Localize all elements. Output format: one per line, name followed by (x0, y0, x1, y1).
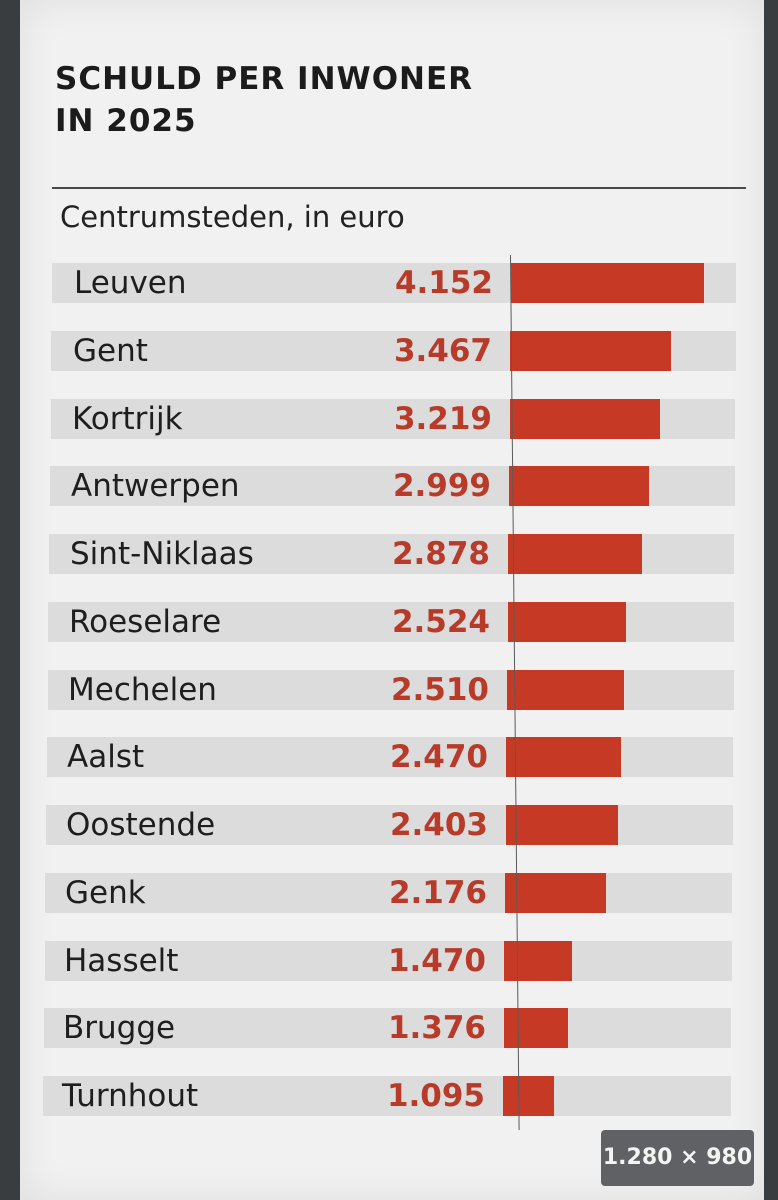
value-label: 2.524 (391, 604, 490, 640)
category-label: Turnhout (62, 1078, 199, 1114)
bar (510, 399, 660, 439)
category-label: Aalst (67, 739, 145, 775)
bar (510, 331, 671, 371)
bar (505, 873, 606, 913)
bar (506, 805, 618, 845)
chart-row: Turnhout 1.095 (0, 1076, 778, 1116)
value-label: 2.470 (389, 739, 488, 775)
bar (506, 737, 621, 777)
row-background (45, 873, 732, 913)
row-background (44, 1008, 731, 1048)
category-label: Mechelen (68, 672, 217, 708)
chart-row: Gent 3.467 (0, 331, 778, 371)
chart-row: Brugge 1.376 (0, 1008, 778, 1048)
bar (503, 1076, 554, 1116)
value-label: 3.219 (393, 401, 492, 437)
category-label: Roeselare (69, 604, 222, 640)
value-label: 3.467 (393, 333, 492, 369)
value-label: 1.095 (386, 1078, 485, 1114)
category-label: Oostende (66, 807, 216, 843)
title-divider (52, 187, 746, 189)
bar (511, 263, 704, 303)
chart-card (20, 0, 764, 1200)
chart-row: Roeselare 2.524 (0, 602, 778, 642)
value-label: 2.176 (388, 875, 487, 911)
category-label: Leuven (74, 265, 187, 301)
value-label: 2.510 (390, 672, 489, 708)
chart-row: Kortrijk 3.219 (0, 399, 778, 439)
chart-row: Sint-Niklaas 2.878 (0, 534, 778, 574)
value-label: 2.999 (392, 468, 491, 504)
category-label: Antwerpen (71, 468, 240, 504)
category-label: Kortrijk (72, 401, 183, 437)
category-label: Genk (65, 875, 146, 911)
value-label: 1.376 (387, 1010, 486, 1046)
chart-title-line-1: SCHULD PER INWONER (55, 61, 474, 97)
value-label: 1.470 (387, 943, 486, 979)
chart-title: SCHULD PER INWONER IN 2025 (55, 58, 473, 142)
chart-title-line-2: IN 2025 (55, 103, 197, 139)
row-background (46, 805, 733, 845)
category-label: Brugge (63, 1010, 176, 1046)
bar (504, 1008, 568, 1048)
value-label: 2.878 (391, 536, 490, 572)
chart-row: Hasselt 1.470 (0, 941, 778, 981)
bar (508, 602, 626, 642)
chart-row: Aalst 2.470 (0, 737, 778, 777)
chart-row: Mechelen 2.510 (0, 670, 778, 710)
row-background (45, 941, 732, 981)
value-label: 4.152 (394, 265, 493, 301)
category-label: Hasselt (64, 943, 179, 979)
category-label: Sint-Niklaas (70, 536, 254, 572)
bar (509, 466, 649, 506)
value-label: 2.403 (389, 807, 488, 843)
bar (508, 534, 642, 574)
bar (507, 670, 624, 710)
category-label: Gent (73, 333, 148, 369)
chart-subtitle: Centrumsteden, in euro (60, 200, 405, 234)
image-size-badge: 1.280 × 980 (601, 1130, 754, 1186)
chart-row: Genk 2.176 (0, 873, 778, 913)
bar (504, 941, 572, 981)
chart-row: Oostende 2.403 (0, 805, 778, 845)
chart-row: Antwerpen 2.999 (0, 466, 778, 506)
chart-row: Leuven 4.152 (0, 263, 778, 303)
row-background (43, 1076, 731, 1116)
